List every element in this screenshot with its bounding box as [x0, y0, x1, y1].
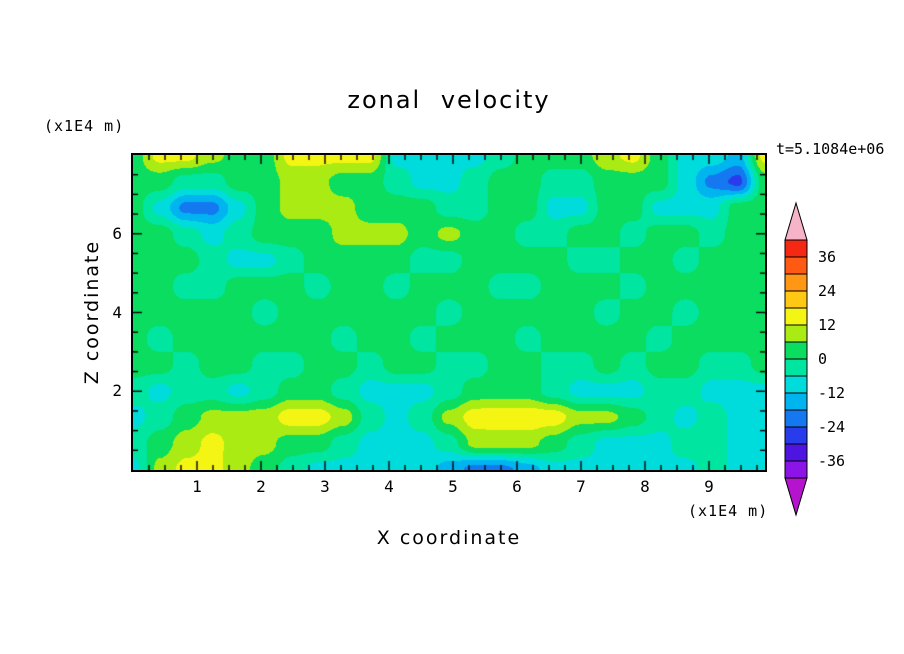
colorbar-segment [784, 358, 808, 377]
x-tick-label: 9 [704, 477, 714, 496]
x-tick-label: 5 [448, 477, 458, 496]
plot-frame [131, 153, 767, 472]
y-axis-units-label: (x1E4 m) [44, 117, 125, 135]
x-tick-label: 2 [256, 477, 266, 496]
colorbar-tick-label: 36 [818, 248, 837, 266]
colorbar-segment [784, 392, 808, 411]
x-tick-label: 6 [512, 477, 522, 496]
colorbar-tick-label: -12 [818, 384, 846, 402]
x-tick-label: 3 [320, 477, 330, 496]
x-tick-label: 8 [640, 477, 650, 496]
colorbar-over-arrow [784, 201, 808, 241]
colorbar-segment [784, 443, 808, 462]
y-tick-label: 2 [112, 381, 122, 401]
colorbar-segment [784, 307, 808, 326]
x-axis-label: X coordinate [376, 527, 522, 549]
colorbar-segment [784, 290, 808, 309]
colorbar-tick-label: 0 [818, 350, 828, 368]
time-annotation: t=5.1084e+06 [776, 140, 885, 158]
colorbar-segment [784, 239, 808, 258]
contour-field-canvas [133, 155, 765, 470]
colorbar-tick-label: -36 [818, 452, 846, 470]
x-tick-label: 7 [576, 477, 586, 496]
plot-title: zonal velocity [347, 86, 551, 114]
y-tick-label: 4 [112, 302, 122, 322]
colorbar-segment [784, 426, 808, 445]
colorbar [784, 201, 808, 517]
colorbar-segment [784, 256, 808, 275]
x-tick-label: 1 [192, 477, 202, 496]
y-tick-label: 6 [112, 223, 122, 243]
colorbar-tick-label: 24 [818, 282, 837, 300]
colorbar-segment [784, 273, 808, 292]
colorbar-segment [784, 409, 808, 428]
x-axis-units-label: (x1E4 m) [688, 502, 769, 520]
colorbar-segment [784, 460, 808, 479]
colorbar-segment [784, 341, 808, 360]
x-tick-label: 4 [384, 477, 394, 496]
colorbar-segment [784, 324, 808, 343]
colorbar-tick-label: 12 [818, 316, 837, 334]
colorbar-under-arrow [784, 477, 808, 517]
colorbar-tick-label: -24 [818, 418, 846, 436]
colorbar-segment [784, 375, 808, 394]
